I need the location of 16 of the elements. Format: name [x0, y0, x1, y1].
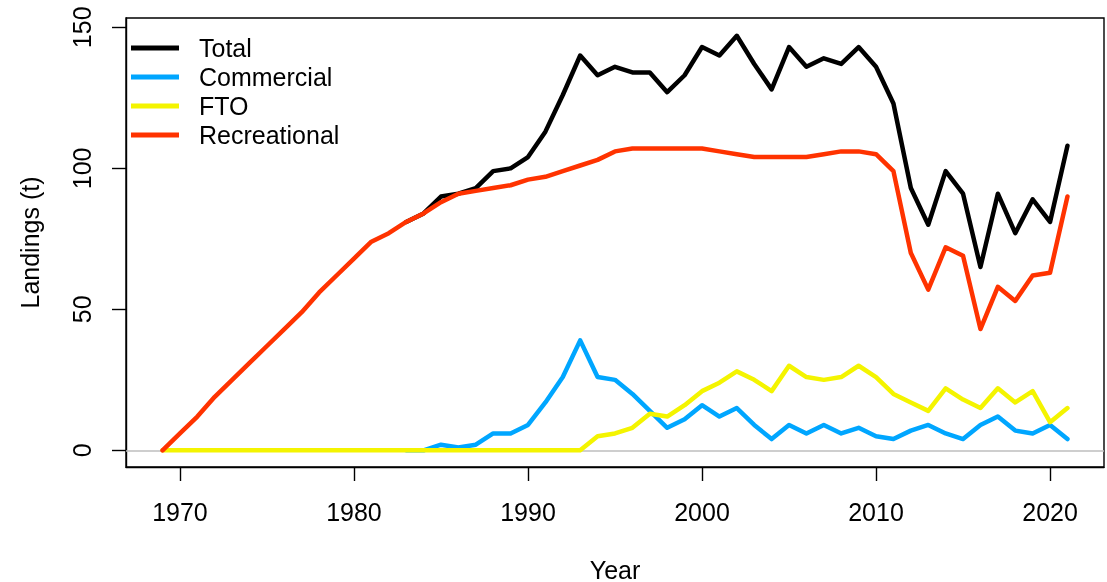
y-axis-title: Landings (t)	[15, 176, 44, 309]
y-tick-label: 150	[67, 6, 96, 49]
x-axis-title: Year	[589, 555, 641, 582]
legend-label: Total	[199, 34, 252, 62]
x-tick-label: 1970	[152, 497, 208, 526]
x-tick-label: 2010	[848, 497, 904, 526]
y-tick-label: 50	[67, 295, 96, 324]
x-tick-label: 1990	[500, 497, 556, 526]
x-tick-label: 2000	[674, 497, 730, 526]
legend-label: FTO	[199, 92, 249, 120]
y-tick-label: 100	[67, 147, 96, 190]
x-tick-label: 1980	[326, 497, 382, 526]
y-tick-label: 0	[67, 443, 96, 458]
legend-label: Commercial	[199, 63, 333, 91]
legend-label: Recreational	[199, 121, 340, 149]
x-tick-label: 2020	[1022, 497, 1078, 526]
